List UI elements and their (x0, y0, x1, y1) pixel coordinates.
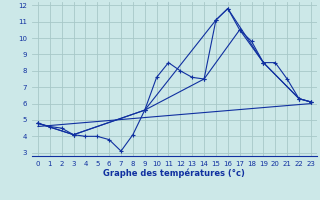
X-axis label: Graphe des températures (°c): Graphe des températures (°c) (103, 168, 245, 178)
